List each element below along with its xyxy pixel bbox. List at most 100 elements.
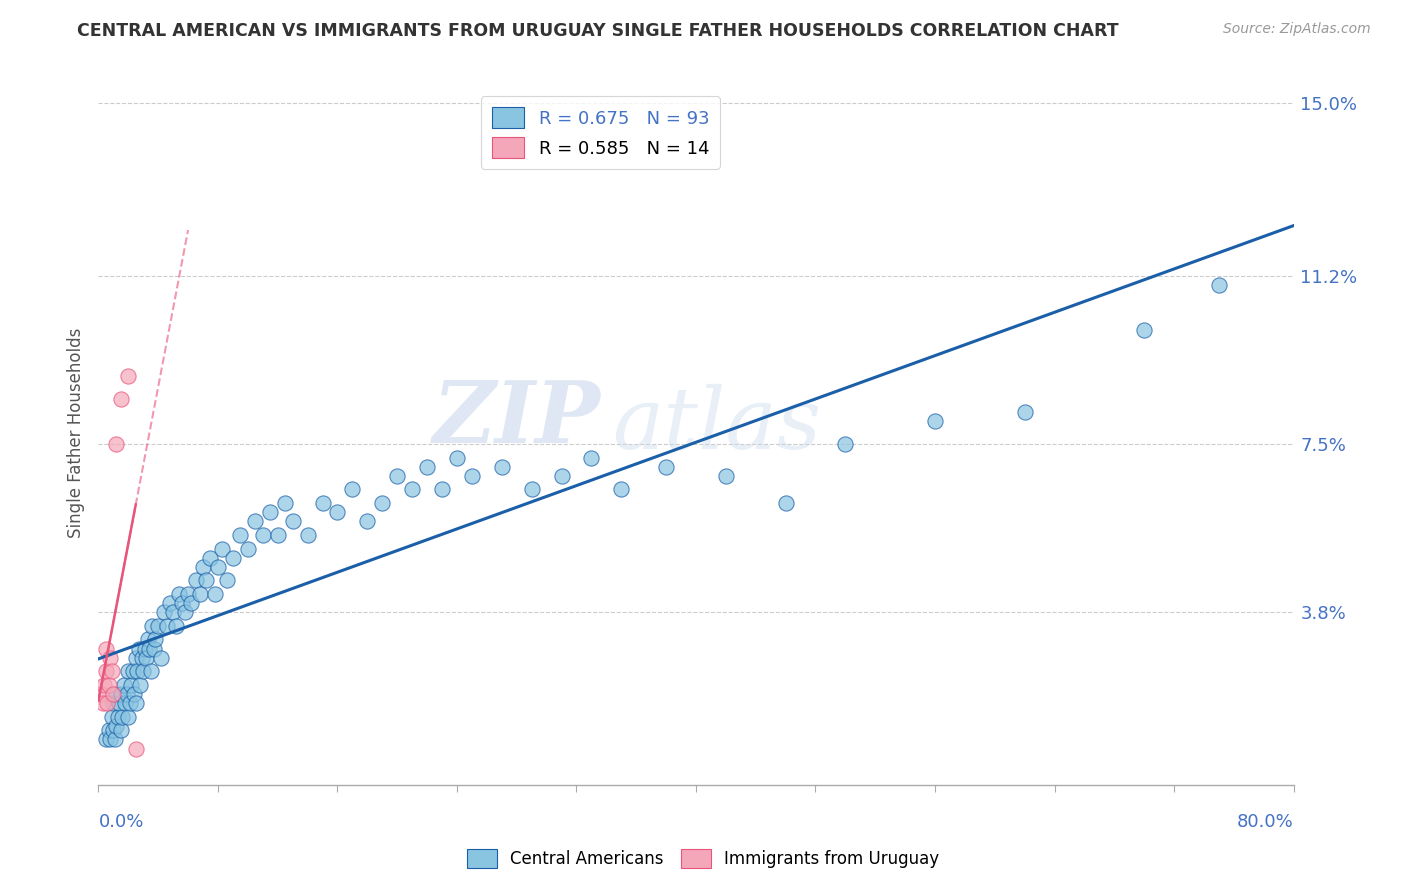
Point <box>105 687 128 701</box>
Point <box>156 619 179 633</box>
Text: ZIP: ZIP <box>433 376 600 460</box>
Point <box>204 587 226 601</box>
Point <box>93 678 115 692</box>
Point <box>110 723 132 738</box>
Point <box>98 650 122 665</box>
Point <box>150 650 173 665</box>
Point <box>215 574 238 588</box>
Point <box>834 437 856 451</box>
Point <box>141 619 163 633</box>
Point <box>105 437 128 451</box>
Point <box>371 496 394 510</box>
Point <box>446 450 468 465</box>
Point <box>180 596 202 610</box>
Point <box>1133 323 1156 337</box>
Point <box>159 596 181 610</box>
Point <box>104 732 127 747</box>
Point <box>101 710 124 724</box>
Point <box>229 528 252 542</box>
Point <box>297 528 319 542</box>
Point <box>97 723 120 738</box>
Text: CENTRAL AMERICAN VS IMMIGRANTS FROM URUGUAY SINGLE FATHER HOUSEHOLDS CORRELATION: CENTRAL AMERICAN VS IMMIGRANTS FROM URUG… <box>77 22 1119 40</box>
Point <box>172 596 194 610</box>
Point <box>775 496 797 510</box>
Point <box>136 632 159 647</box>
Point <box>165 619 187 633</box>
Point <box>274 496 297 510</box>
Point <box>131 650 153 665</box>
Text: 80.0%: 80.0% <box>1237 814 1294 831</box>
Point <box>143 632 166 647</box>
Point <box>184 574 207 588</box>
Point <box>118 696 141 710</box>
Point <box>259 505 281 519</box>
Point <box>114 696 136 710</box>
Point <box>211 541 233 556</box>
Point <box>117 665 139 679</box>
Point <box>167 587 190 601</box>
Point <box>142 641 165 656</box>
Point <box>385 468 409 483</box>
Point <box>125 650 148 665</box>
Point <box>103 687 125 701</box>
Point <box>128 641 150 656</box>
Point <box>191 559 214 574</box>
Point <box>91 696 114 710</box>
Point <box>96 696 118 710</box>
Point <box>115 687 138 701</box>
Point <box>200 550 222 565</box>
Point <box>195 574 218 588</box>
Point <box>207 559 229 574</box>
Point <box>520 483 543 497</box>
Point <box>101 665 124 679</box>
Point <box>655 459 678 474</box>
Point <box>416 459 439 474</box>
Point <box>111 710 134 724</box>
Point <box>188 587 211 601</box>
Point <box>245 514 267 528</box>
Point <box>461 468 484 483</box>
Point <box>177 587 200 601</box>
Point <box>924 414 946 428</box>
Point <box>401 483 423 497</box>
Point <box>148 619 170 633</box>
Point <box>98 732 122 747</box>
Point <box>135 650 157 665</box>
Point <box>107 710 129 724</box>
Point <box>581 450 603 465</box>
Point <box>112 678 135 692</box>
Point <box>127 665 149 679</box>
Point <box>222 550 245 565</box>
Point <box>103 723 125 738</box>
Text: 0.0%: 0.0% <box>98 814 143 831</box>
Point <box>121 665 143 679</box>
Point <box>162 605 184 619</box>
Point <box>236 541 259 556</box>
Point <box>550 468 572 483</box>
Point <box>125 696 148 710</box>
Y-axis label: Single Father Households: Single Father Households <box>66 327 84 538</box>
Point <box>94 732 117 747</box>
Text: atlas: atlas <box>613 384 821 467</box>
Point <box>110 687 132 701</box>
Point <box>94 665 117 679</box>
Point <box>120 678 142 692</box>
Point <box>139 665 162 679</box>
Point <box>125 741 148 756</box>
Text: Source: ZipAtlas.com: Source: ZipAtlas.com <box>1223 22 1371 37</box>
Point <box>281 514 304 528</box>
Point <box>311 496 333 510</box>
Point <box>90 687 112 701</box>
Point <box>1014 405 1036 419</box>
Point <box>342 483 364 497</box>
Point <box>103 696 125 710</box>
Point <box>97 678 120 692</box>
Point <box>491 459 513 474</box>
Point <box>326 505 349 519</box>
Point <box>110 392 132 406</box>
Point <box>610 483 633 497</box>
Point <box>267 528 290 542</box>
Point <box>1208 277 1230 292</box>
Legend: R = 0.675   N = 93, R = 0.585   N = 14: R = 0.675 N = 93, R = 0.585 N = 14 <box>481 96 720 169</box>
Point <box>124 687 146 701</box>
